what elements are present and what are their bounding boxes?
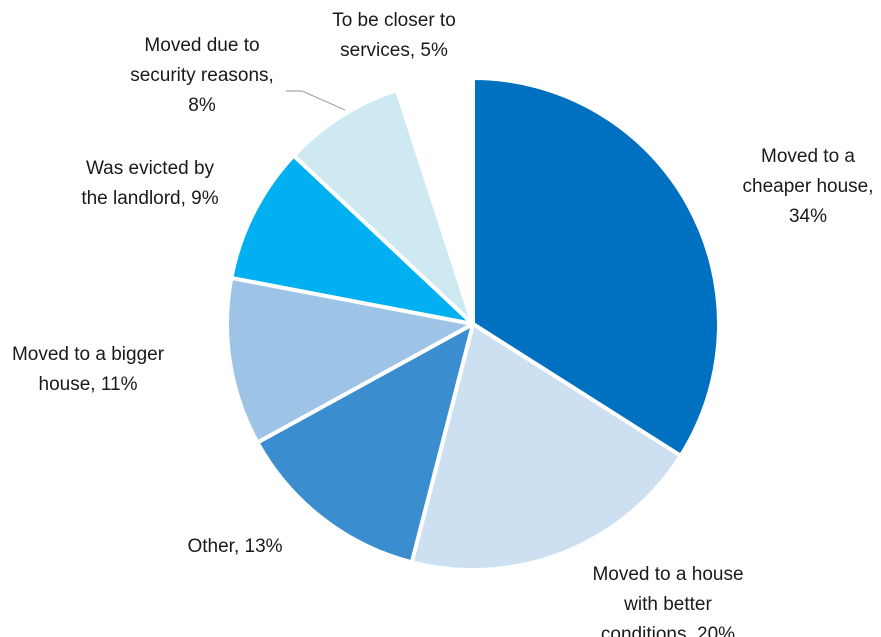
slice-label: Moved to a house with better conditions, 2… [592, 564, 743, 637]
slice [229, 153, 475, 326]
slice [291, 88, 475, 326]
labels: Moved to a cheaper house, 34% Moved to a ho… [12, 10, 874, 637]
slice-label: Was evicted by the landlord, 9% [81, 158, 218, 209]
slice-label: To be closer to services, 5% [332, 10, 456, 61]
slice-label: Moved to a cheaper house, 34% [743, 146, 874, 227]
leader-line [286, 90, 346, 111]
slice [225, 275, 475, 445]
slice-label: Moved to a bigger house, 11% [12, 344, 165, 395]
slice [394, 76, 475, 326]
slice-label: Moved due to security reasons, 8% [130, 35, 274, 116]
slice [409, 322, 683, 572]
slice [255, 322, 475, 565]
slice-label: Other, 13% [187, 536, 282, 557]
pie [225, 76, 721, 572]
